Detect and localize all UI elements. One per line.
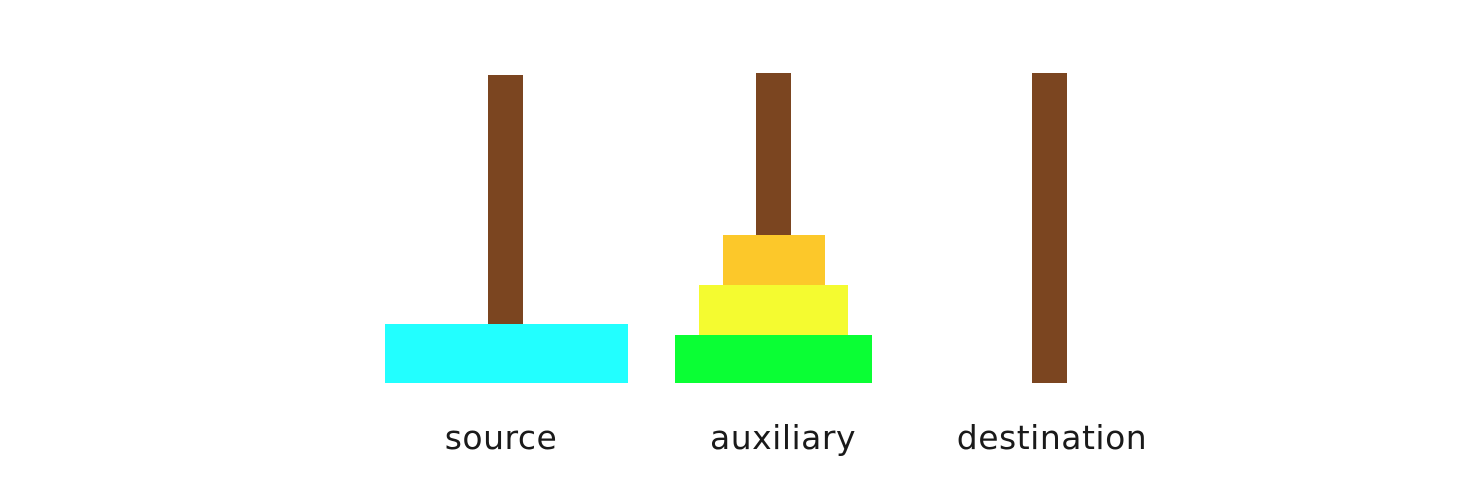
auxiliary-peg	[756, 73, 791, 238]
source-disk-cyan	[385, 324, 628, 383]
destination-peg	[1032, 73, 1067, 383]
source-peg	[488, 75, 523, 327]
auxiliary-disk-green	[675, 335, 872, 383]
destination-label: destination	[956, 418, 1148, 457]
auxiliary-disk-yellow	[699, 285, 848, 335]
auxiliary-disk-orange	[723, 235, 825, 285]
source-label: source	[444, 418, 558, 457]
auxiliary-label: auxiliary	[710, 418, 856, 457]
